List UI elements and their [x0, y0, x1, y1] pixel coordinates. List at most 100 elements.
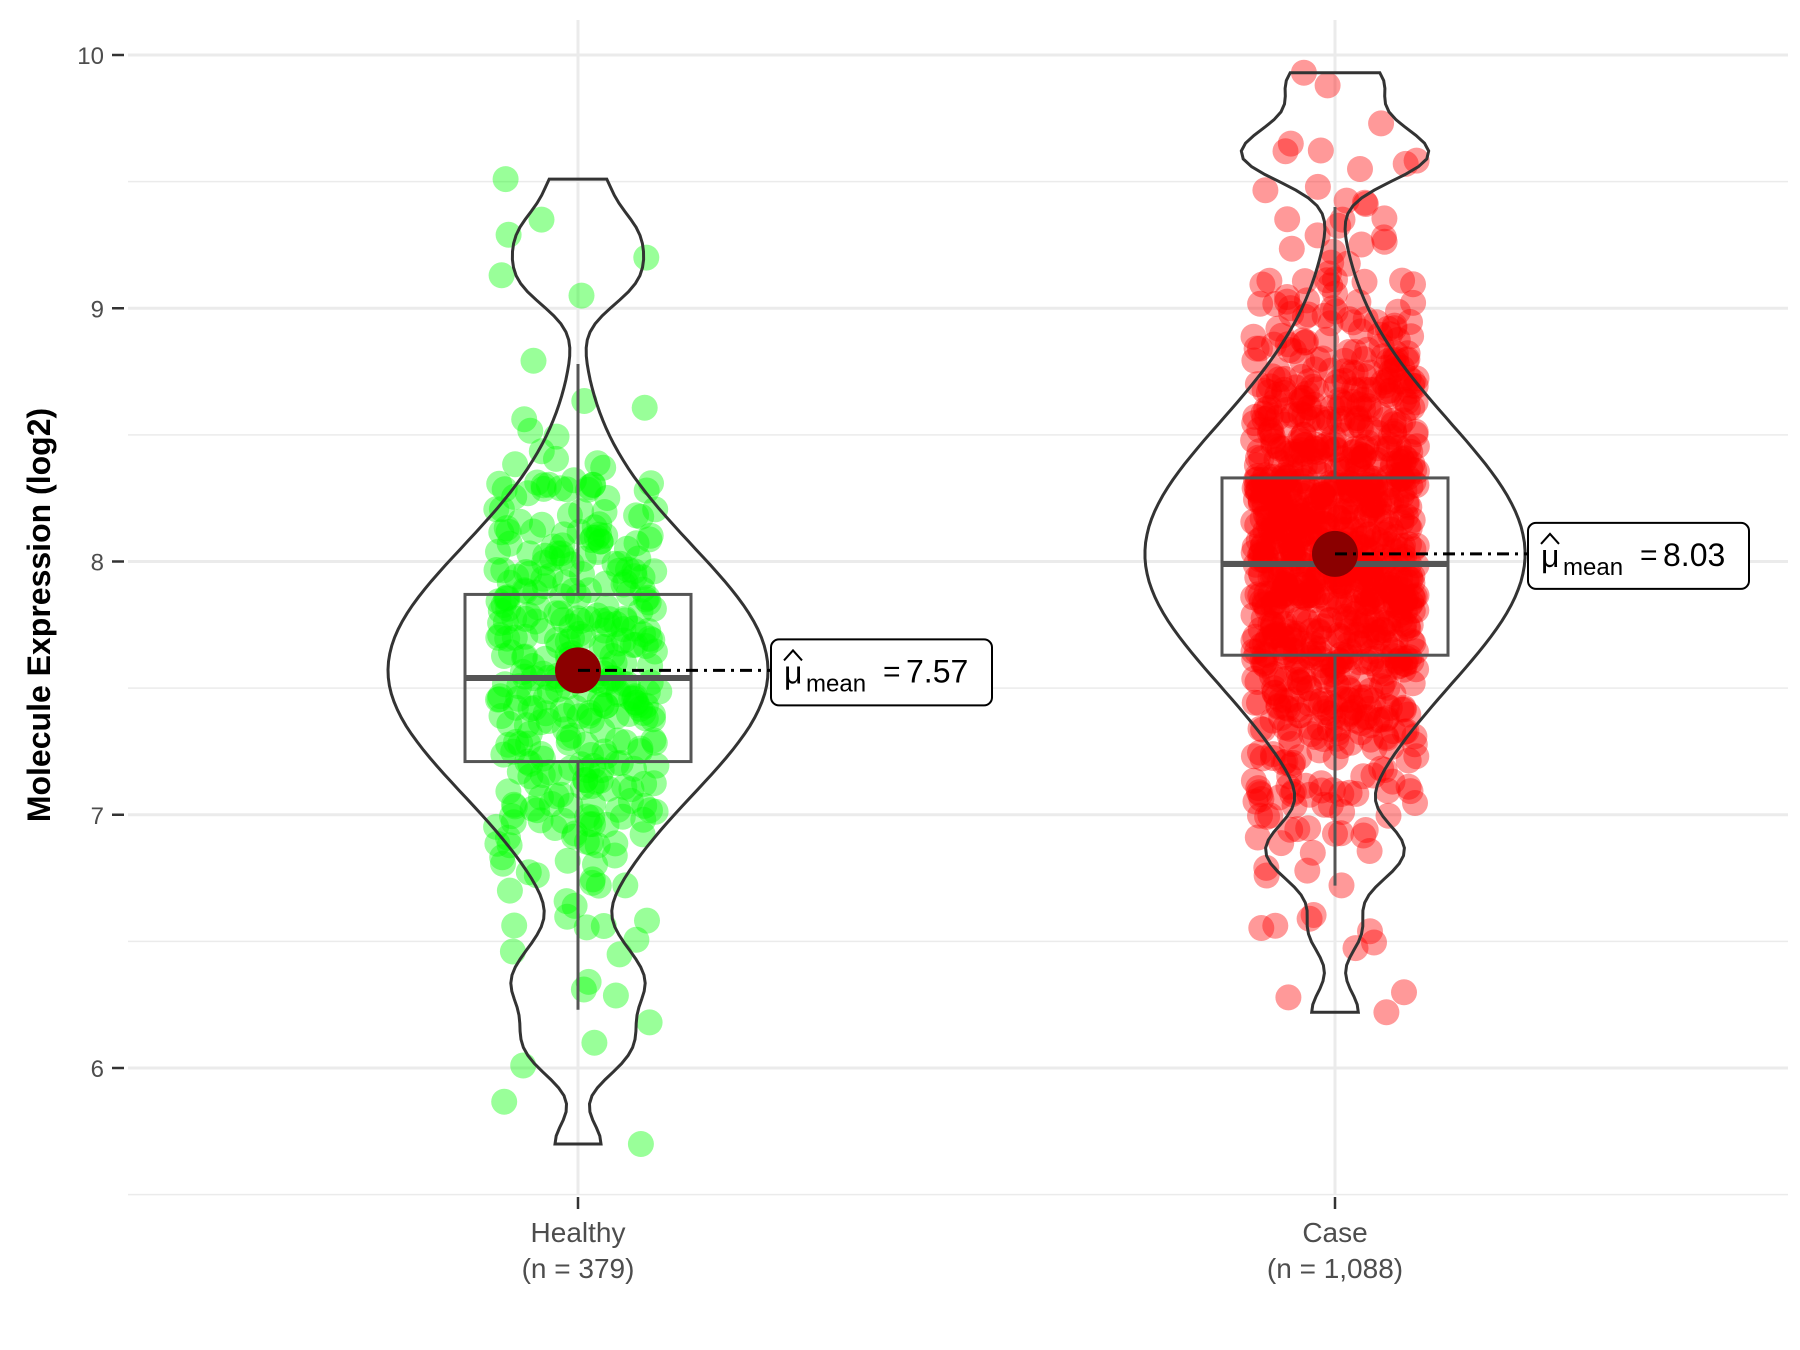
data-point	[1319, 394, 1346, 421]
data-point	[490, 557, 517, 584]
data-point	[1362, 486, 1389, 513]
data-point	[1284, 816, 1311, 843]
data-point	[1259, 662, 1285, 689]
data-point	[577, 829, 604, 856]
data-point	[1350, 395, 1377, 422]
data-point	[547, 475, 574, 502]
data-point	[1367, 706, 1394, 733]
data-point	[1357, 677, 1384, 704]
data-point	[610, 616, 637, 643]
data-point	[1259, 592, 1286, 619]
data-point	[1245, 476, 1272, 503]
data-point	[1370, 617, 1397, 644]
data-point	[1388, 509, 1415, 536]
data-point	[1400, 630, 1427, 656]
data-point	[1402, 389, 1429, 416]
data-point	[578, 773, 605, 799]
data-point	[1320, 431, 1347, 458]
data-point	[1373, 999, 1400, 1026]
data-point	[1261, 661, 1288, 687]
data-point	[1272, 411, 1299, 438]
data-point	[552, 569, 579, 596]
data-point	[1304, 483, 1331, 510]
data-point	[1386, 466, 1412, 493]
data-point	[1346, 629, 1373, 656]
data-point	[1366, 490, 1393, 517]
data-point	[517, 695, 544, 722]
data-point	[575, 968, 602, 995]
data-point	[1396, 644, 1423, 671]
data-point	[1273, 665, 1300, 692]
data-point	[643, 752, 670, 779]
data-point	[1272, 468, 1298, 495]
hat-icon	[783, 648, 803, 662]
data-point	[1308, 777, 1335, 804]
data-point	[1292, 772, 1319, 799]
data-point	[1356, 415, 1383, 442]
data-point	[1268, 449, 1295, 476]
data-point	[1257, 402, 1284, 429]
data-point	[1401, 731, 1428, 758]
data-point	[1266, 489, 1293, 515]
data-point	[1242, 788, 1269, 815]
data-point	[1336, 638, 1363, 665]
data-point	[1391, 477, 1418, 504]
data-point	[1317, 606, 1344, 633]
data-point	[1313, 431, 1340, 458]
data-point	[583, 524, 610, 551]
data-point	[1306, 448, 1333, 475]
data-point	[1344, 448, 1371, 475]
data-point	[1392, 587, 1419, 614]
data-point	[1268, 322, 1295, 349]
data-point	[1379, 455, 1406, 482]
data-point	[1352, 502, 1379, 529]
data-point	[591, 738, 618, 765]
data-point	[592, 522, 619, 549]
data-point	[495, 824, 521, 851]
data-point	[500, 809, 527, 836]
data-point	[1286, 744, 1313, 771]
data-point	[483, 557, 510, 583]
data-point	[491, 643, 517, 669]
data-point	[548, 759, 575, 786]
data-point	[615, 556, 641, 583]
data-point	[1293, 571, 1320, 598]
data-point	[1243, 335, 1270, 362]
data-point	[1294, 501, 1321, 528]
data-point	[1295, 394, 1322, 421]
data-point	[634, 907, 660, 934]
data-point	[1369, 529, 1396, 556]
data-point	[1377, 377, 1404, 404]
data-point	[591, 617, 618, 644]
data-point	[1357, 396, 1384, 423]
data-point	[628, 503, 655, 530]
data-point	[1324, 658, 1351, 685]
data-point	[1363, 526, 1390, 553]
data-point	[1268, 474, 1295, 501]
data-point	[1291, 584, 1318, 611]
data-point	[1368, 333, 1395, 360]
data-point	[1356, 492, 1383, 519]
data-point	[1393, 568, 1420, 594]
data-point	[1276, 484, 1303, 511]
data-point	[610, 627, 637, 654]
data-point	[1310, 625, 1337, 652]
data-point	[1304, 508, 1331, 535]
data-point	[492, 609, 519, 636]
data-point	[1285, 606, 1312, 633]
data-point	[566, 518, 593, 545]
data-point	[1373, 504, 1399, 530]
data-point	[532, 542, 559, 569]
data-point	[1260, 611, 1286, 638]
data-point	[1399, 451, 1426, 477]
data-point	[536, 678, 563, 705]
data-point	[495, 595, 522, 622]
data-point	[1400, 536, 1427, 563]
data-point	[1385, 448, 1412, 475]
data-point	[1343, 707, 1370, 734]
data-point	[1259, 363, 1286, 390]
data-point	[1372, 660, 1398, 687]
data-point	[1279, 402, 1306, 429]
data-point	[512, 643, 539, 670]
data-point	[1381, 420, 1408, 447]
